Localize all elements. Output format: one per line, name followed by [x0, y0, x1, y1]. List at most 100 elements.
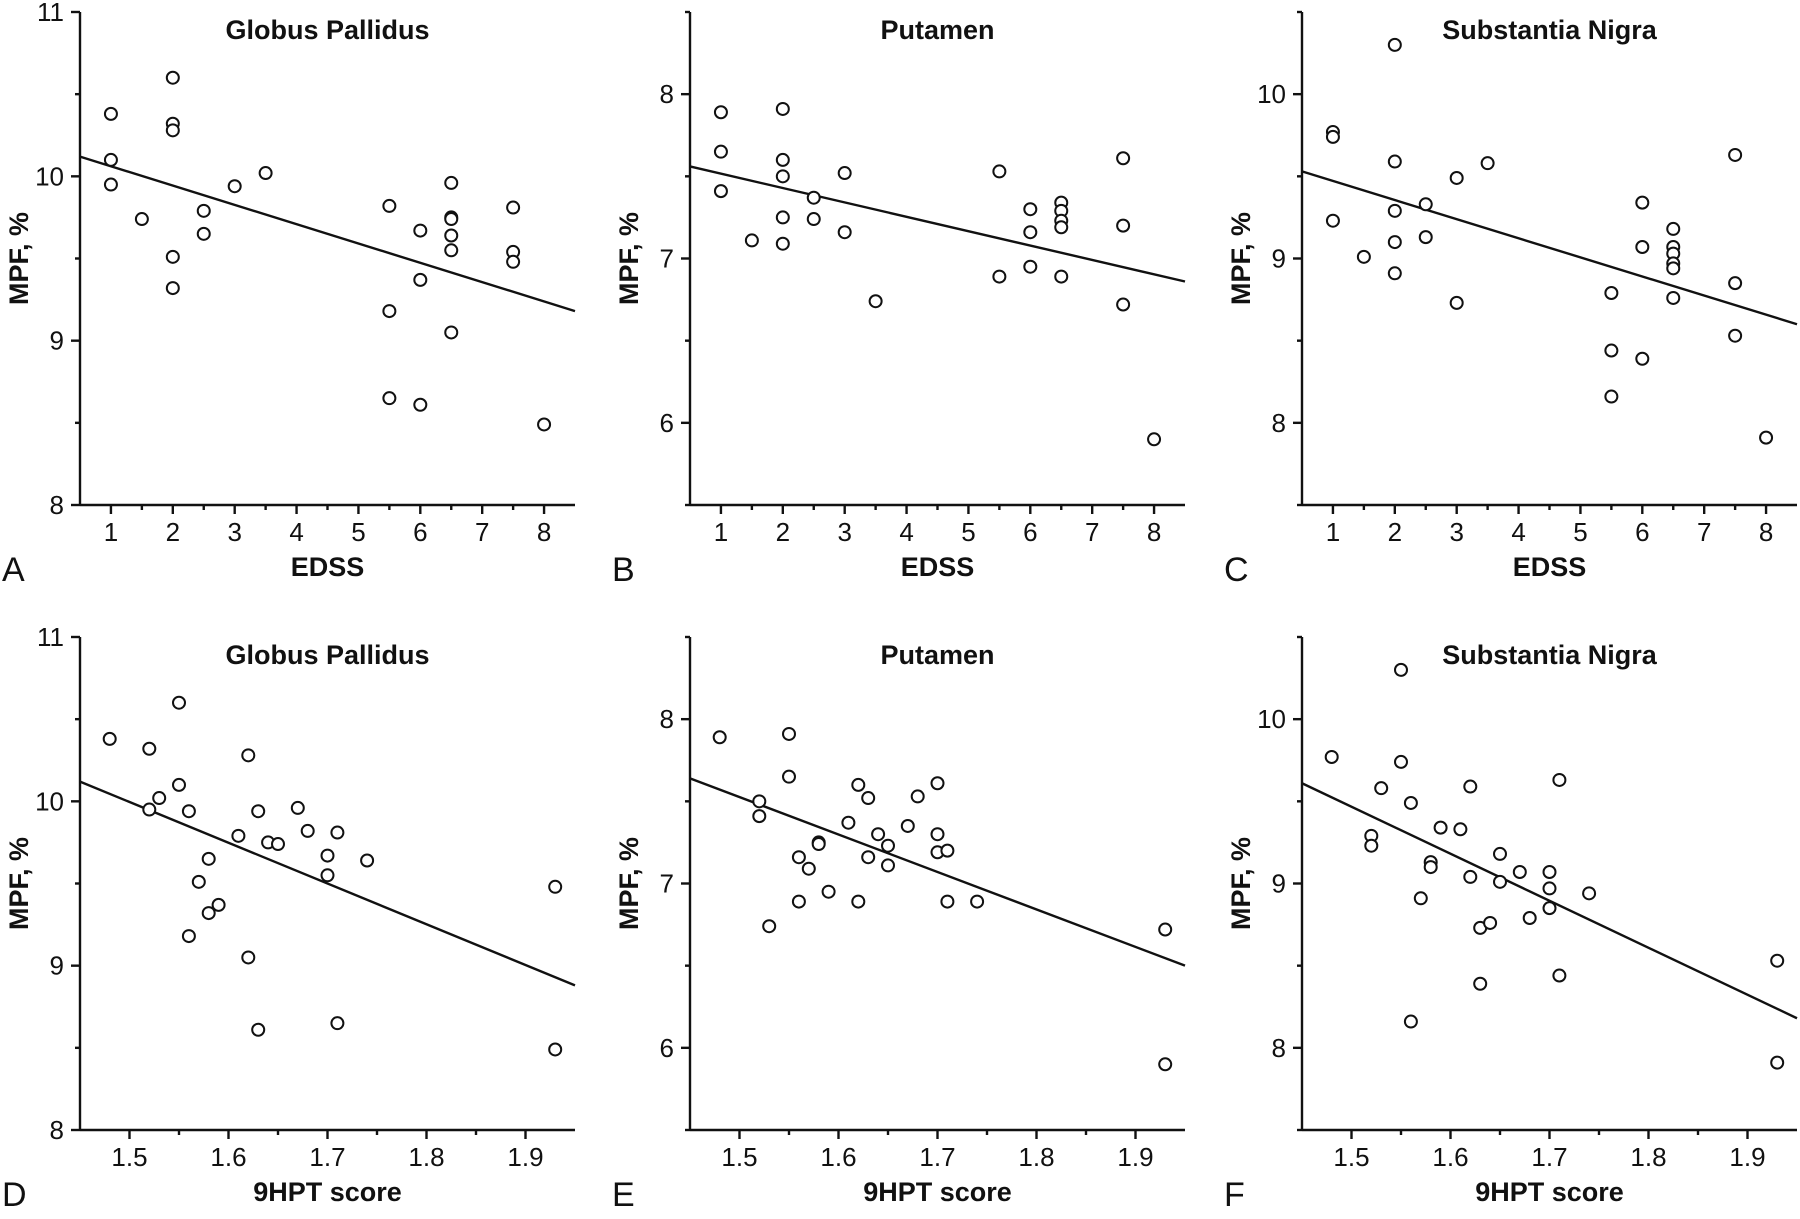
x-tick-label: 1	[714, 517, 728, 547]
data-point	[1356, 249, 1371, 264]
panel-title: Globus Pallidus	[225, 15, 429, 45]
data-point	[806, 190, 821, 205]
data-point	[103, 152, 118, 167]
data-point	[861, 850, 876, 865]
regression-line	[79, 780, 576, 987]
panel-title: Putamen	[880, 640, 994, 670]
data-point	[1413, 891, 1428, 906]
data-point	[152, 791, 167, 806]
data-point	[1325, 129, 1340, 144]
y-tick-label: 7	[660, 869, 674, 899]
data-point	[1116, 297, 1131, 312]
data-point	[881, 838, 895, 853]
panel-letter: F	[1224, 1176, 1245, 1214]
data-point	[713, 144, 728, 159]
data-point	[172, 695, 186, 710]
x-tick-label: 6	[1023, 517, 1037, 547]
x-axis-title: EDSS	[291, 552, 365, 582]
data-point	[1387, 203, 1402, 218]
panel-letter: C	[1224, 551, 1249, 589]
data-point	[970, 894, 985, 909]
data-point	[258, 166, 273, 181]
y-tick-label: 9	[50, 326, 64, 356]
data-point	[1604, 343, 1619, 358]
x-tick-label: 6	[1635, 517, 1649, 547]
data-point	[712, 730, 727, 745]
x-tick-label: 1.5	[111, 1142, 147, 1172]
y-tick-label: 11	[37, 0, 64, 27]
x-tick-label: 5	[351, 517, 365, 547]
panel-c: 8 9 10 1 2 3 4 5 6 7 8 Substantia Nigra EDSS MPF, % C	[1224, 10, 1798, 589]
data-point	[320, 868, 335, 883]
data-point	[1387, 37, 1402, 52]
data-point	[821, 884, 836, 899]
data-point	[271, 837, 285, 852]
data-point	[1552, 968, 1567, 983]
panel-letter: A	[2, 551, 25, 589]
data-point	[1325, 213, 1340, 228]
panel-letter: D	[2, 1176, 27, 1214]
y-tick-label: 8	[1272, 408, 1286, 438]
data-point	[1604, 389, 1619, 404]
data-point	[1116, 218, 1131, 233]
data-point	[241, 950, 256, 965]
data-point	[191, 874, 206, 889]
data-point	[1728, 276, 1743, 291]
data-point	[1542, 864, 1557, 879]
data-point	[791, 894, 806, 909]
x-tick-label: 1.9	[1117, 1142, 1153, 1172]
data-point	[330, 1016, 345, 1031]
data-point	[506, 200, 521, 215]
data-point	[142, 802, 157, 817]
x-tick-label: 1.8	[408, 1142, 444, 1172]
data-point	[1759, 430, 1774, 445]
x-tick-label: 2	[776, 517, 790, 547]
data-point	[506, 254, 521, 269]
data-point	[782, 726, 796, 741]
y-tick-label: 7	[660, 244, 674, 274]
y-axis-title: MPF, %	[614, 212, 644, 305]
panel-title: Substantia Nigra	[1442, 15, 1658, 45]
data-point	[930, 827, 945, 842]
x-tick-label: 7	[1085, 517, 1099, 547]
data-point	[196, 226, 211, 241]
data-point	[940, 843, 955, 858]
x-tick-label: 2	[1388, 517, 1402, 547]
regression-line	[689, 165, 1186, 283]
data-point	[871, 827, 886, 842]
data-point	[910, 789, 925, 804]
data-point	[775, 169, 790, 184]
x-tick-label: 1.7	[1531, 1142, 1567, 1172]
data-point	[1449, 295, 1464, 310]
data-point	[762, 919, 777, 934]
data-point	[841, 815, 856, 830]
y-tick-label: 10	[35, 786, 64, 816]
data-point	[782, 769, 796, 784]
data-point	[1387, 235, 1402, 250]
data-point	[861, 791, 876, 806]
y-tick-label: 8	[50, 490, 64, 520]
data-point	[806, 212, 821, 227]
data-point	[1666, 221, 1681, 236]
data-point	[537, 417, 552, 432]
data-point	[1770, 953, 1785, 968]
data-point	[231, 828, 246, 843]
x-axis-title: EDSS	[1513, 552, 1587, 582]
data-point	[868, 294, 883, 309]
data-point	[1324, 749, 1339, 764]
y-tick-label: 8	[1272, 1033, 1286, 1063]
y-tick-label: 8	[50, 1115, 64, 1145]
data-point	[1023, 259, 1038, 274]
data-point	[1463, 869, 1478, 884]
y-tick-label: 9	[1272, 869, 1286, 899]
panel-e: 6 7 8 1.5 1.6 1.7 1.8 1.9 Putamen 9HPT score MPF, …	[612, 635, 1186, 1214]
data-point	[134, 212, 149, 227]
panel-b: 6 7 8 1 2 3 4 5 6 7 8 Putamen EDSS MPF, % B	[612, 10, 1186, 589]
y-axis-title: MPF, %	[614, 837, 644, 930]
data-point	[1418, 197, 1433, 212]
data-point	[165, 70, 180, 85]
x-tick-label: 1	[1326, 517, 1340, 547]
data-point	[992, 269, 1007, 284]
x-tick-label: 7	[475, 517, 489, 547]
data-point	[940, 894, 955, 909]
